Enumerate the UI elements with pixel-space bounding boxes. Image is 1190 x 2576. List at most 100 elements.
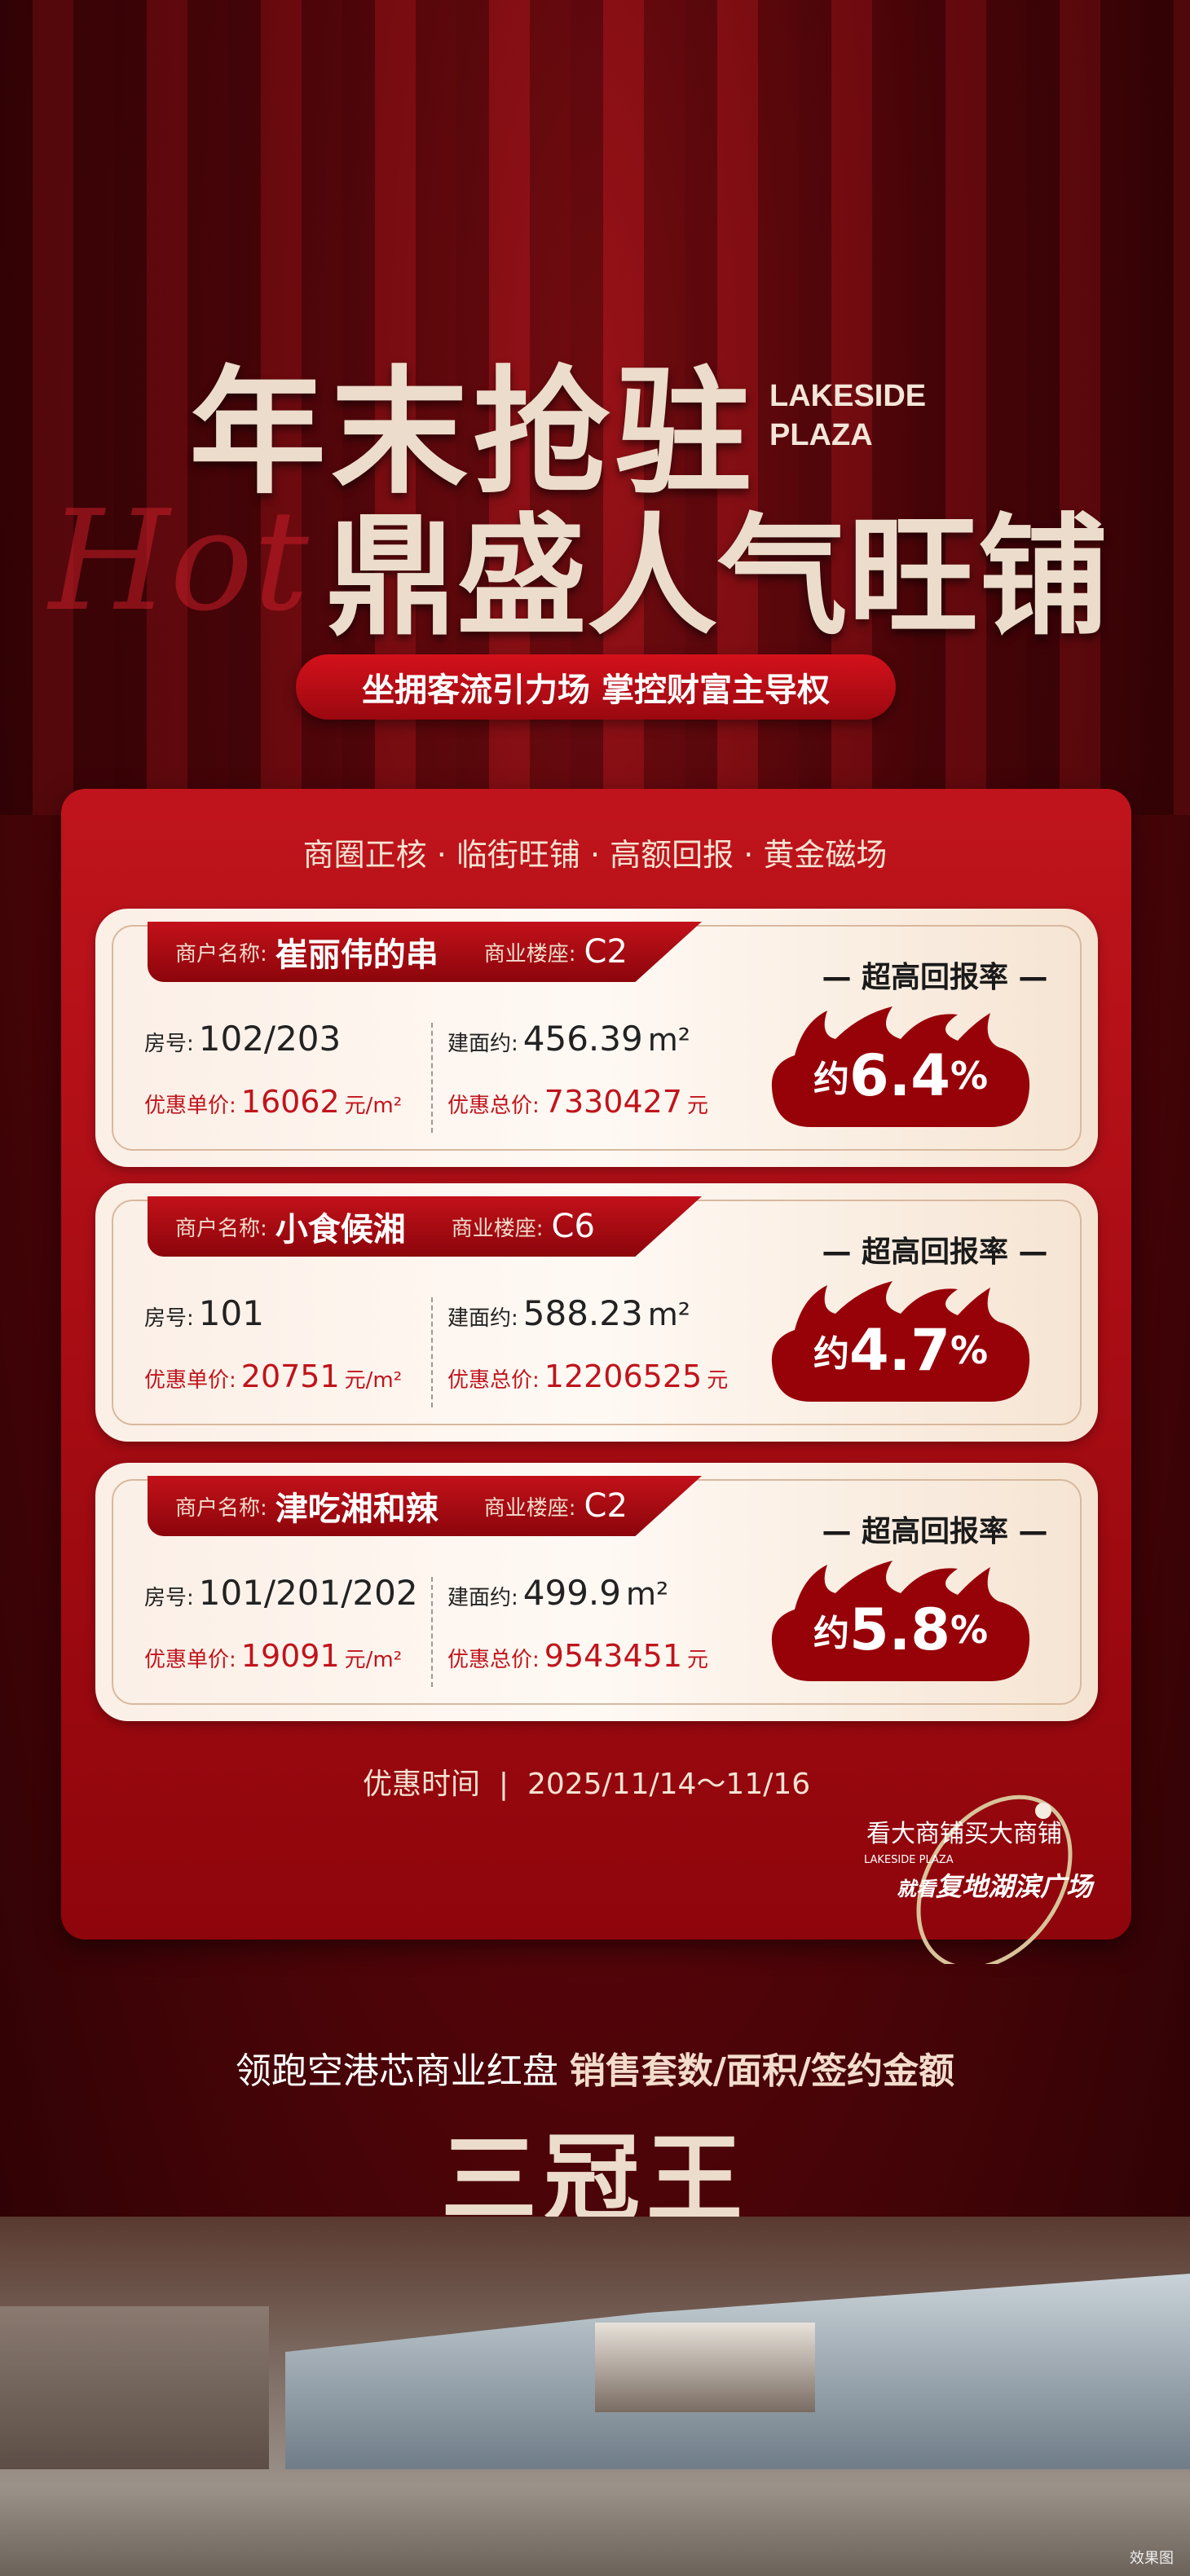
building-value: C2 bbox=[584, 1487, 628, 1525]
merchant-name: 崔丽伟的串 bbox=[275, 936, 439, 974]
area-row: 建面约: 588.23 m² bbox=[447, 1293, 690, 1333]
merchant-name: 小食候湘 bbox=[275, 1211, 406, 1248]
shop-card[interactable]: 商户名称: 崔丽伟的串 商业楼座: C2 房号: 102/203 建面约: 456.39… bbox=[95, 909, 1098, 1167]
date-label: 优惠时间 bbox=[363, 1768, 481, 1801]
building-label: 商业楼座: bbox=[483, 941, 576, 967]
unit-price-suffix: 元/m² bbox=[344, 1094, 403, 1118]
total-price-label: 优惠总价: bbox=[447, 1094, 540, 1118]
footer-claim-bold: 销售套数/面积/签约金额 bbox=[569, 2050, 955, 2092]
brand-en-line1: LAKESIDE bbox=[769, 379, 927, 413]
return-rate: 约 4.7% bbox=[770, 1306, 1031, 1395]
divider bbox=[431, 1023, 433, 1133]
room-row: 房号: 102/203 bbox=[144, 1019, 341, 1059]
unit-price-row: 优惠单价: 19091 元/m² bbox=[144, 1638, 402, 1674]
footer-claim: 领跑空港芯商业红盘 销售套数/面积/签约金额 bbox=[0, 2041, 1190, 2094]
room-row: 房号: 101/201/202 bbox=[144, 1573, 418, 1613]
billboard bbox=[595, 2323, 815, 2412]
percent-sign: % bbox=[950, 1328, 989, 1372]
area-row: 建面约: 456.39 m² bbox=[447, 1019, 690, 1059]
total-price-value: 12206525 bbox=[544, 1358, 703, 1394]
unit-price-label: 优惠单价: bbox=[144, 1094, 236, 1118]
room-label: 房号: bbox=[144, 1586, 194, 1610]
gold-ring-decoration bbox=[916, 1794, 1073, 1964]
merchant-label: 商户名称: bbox=[175, 1495, 267, 1521]
approx-label: 约 bbox=[813, 1059, 849, 1100]
panel-subtitle: 商圈正核 · 临街旺铺 · 高额回报 · 黄金磁场 bbox=[302, 837, 888, 873]
room-row: 房号: 101 bbox=[144, 1293, 264, 1333]
room-label: 房号: bbox=[144, 1032, 194, 1056]
shop-card[interactable]: 商户名称: 小食候湘 商业楼座: C6 房号: 101 建面约: 588.23 m² 优惠… bbox=[95, 1183, 1098, 1442]
left-building bbox=[0, 2306, 269, 2469]
merchant-label: 商户名称: bbox=[175, 1216, 267, 1241]
divider bbox=[431, 1577, 433, 1687]
area-label: 建面约: bbox=[447, 1586, 518, 1610]
slogan: 看大商铺买大商铺 LAKESIDE PLAZA 就看复地湖滨广场 bbox=[864, 1813, 1092, 1904]
title-line2: 鼎盛人气旺铺 bbox=[326, 500, 1109, 653]
total-price-row: 优惠总价: 9543451 元 bbox=[447, 1638, 708, 1674]
rate-value: 6.4 bbox=[848, 1042, 950, 1109]
tagline-pill: 坐拥客流引力场 掌控财富主导权 bbox=[296, 654, 896, 720]
shop-card[interactable]: 商户名称: 津吃湘和辣 商业楼座: C2 房号: 101/201/202 建面约: 49… bbox=[95, 1463, 1098, 1721]
area-value: 456.39 bbox=[522, 1019, 643, 1059]
brand-en-line2: PLAZA bbox=[769, 418, 873, 452]
rate-title: — 超高回报率 — bbox=[822, 1515, 1048, 1548]
card-header-band: 商户名称: 小食候湘 商业楼座: C6 bbox=[148, 1196, 702, 1257]
area-value: 499.9 bbox=[522, 1573, 622, 1613]
area-unit: m² bbox=[647, 1297, 690, 1332]
flame-icon bbox=[771, 1006, 1030, 1127]
rate-title: — 超高回报率 — bbox=[822, 961, 1048, 994]
unit-price-value: 20751 bbox=[240, 1358, 340, 1394]
total-price-value: 9543451 bbox=[544, 1638, 683, 1674]
slogan-prefix: 就看 bbox=[897, 1878, 936, 1900]
flame-icon bbox=[771, 1561, 1030, 1681]
total-price-suffix: 元 bbox=[687, 1648, 709, 1672]
flame-icon bbox=[771, 1281, 1030, 1402]
unit-price-row: 优惠单价: 20751 元/m² bbox=[144, 1358, 402, 1394]
merchant-name: 津吃湘和辣 bbox=[275, 1491, 439, 1528]
room-value: 101/201/202 bbox=[198, 1573, 418, 1613]
total-price-label: 优惠总价: bbox=[447, 1648, 540, 1672]
unit-price-value: 16062 bbox=[240, 1084, 340, 1120]
rate-value: 4.7 bbox=[848, 1317, 950, 1384]
total-price-value: 7330427 bbox=[544, 1084, 683, 1120]
total-price-row: 优惠总价: 7330427 元 bbox=[447, 1084, 708, 1120]
footer-claim-prefix: 领跑空港芯商业红盘 bbox=[235, 2050, 570, 2092]
area-unit: m² bbox=[647, 1022, 690, 1058]
rate-value: 5.8 bbox=[848, 1596, 950, 1663]
unit-price-suffix: 元/m² bbox=[344, 1368, 403, 1393]
pearl-icon bbox=[1035, 1803, 1051, 1819]
brand-en: LAKESIDE PLAZA bbox=[769, 376, 926, 455]
return-rate: 约 5.8% bbox=[770, 1585, 1031, 1675]
percent-sign: % bbox=[950, 1608, 989, 1652]
total-price-row: 优惠总价: 12206525 元 bbox=[447, 1358, 728, 1394]
merchant-label: 商户名称: bbox=[175, 941, 267, 967]
approx-label: 约 bbox=[813, 1613, 849, 1654]
room-value: 101 bbox=[198, 1293, 264, 1333]
divider bbox=[431, 1297, 433, 1407]
unit-price-label: 优惠单价: bbox=[144, 1648, 236, 1672]
date-range: 2025/11/14～11/16 bbox=[527, 1768, 811, 1801]
unit-price-suffix: 元/m² bbox=[344, 1648, 403, 1672]
title-line1: 年末抢驻 bbox=[189, 351, 756, 513]
card-header-band: 商户名称: 津吃湘和辣 商业楼座: C2 bbox=[148, 1476, 702, 1536]
unit-price-label: 优惠单价: bbox=[144, 1368, 236, 1393]
slogan-en: LAKESIDE PLAZA bbox=[864, 1854, 954, 1866]
room-value: 102/203 bbox=[198, 1019, 342, 1059]
percent-sign: % bbox=[950, 1054, 989, 1098]
total-price-suffix: 元 bbox=[707, 1368, 729, 1393]
rate-title: — 超高回报率 — bbox=[822, 1235, 1048, 1269]
script-word: Hot bbox=[49, 481, 309, 642]
unit-price-value: 19091 bbox=[240, 1638, 340, 1674]
building-label: 商业楼座: bbox=[483, 1495, 576, 1521]
area-value: 588.23 bbox=[522, 1293, 643, 1333]
building-label: 商业楼座: bbox=[451, 1216, 544, 1241]
total-price-label: 优惠总价: bbox=[447, 1368, 540, 1393]
return-rate: 约 6.4% bbox=[770, 1031, 1031, 1121]
area-unit: m² bbox=[626, 1576, 669, 1612]
area-row: 建面约: 499.9 m² bbox=[447, 1573, 668, 1613]
building-value: C2 bbox=[584, 933, 628, 971]
total-price-suffix: 元 bbox=[687, 1094, 709, 1118]
card-header-band: 商户名称: 崔丽伟的串 商业楼座: C2 bbox=[148, 922, 702, 982]
offer-date: 优惠时间 | 2025/11/14～11/16 bbox=[363, 1760, 810, 1803]
rendering-note: 效果图 bbox=[1130, 2550, 1174, 2567]
